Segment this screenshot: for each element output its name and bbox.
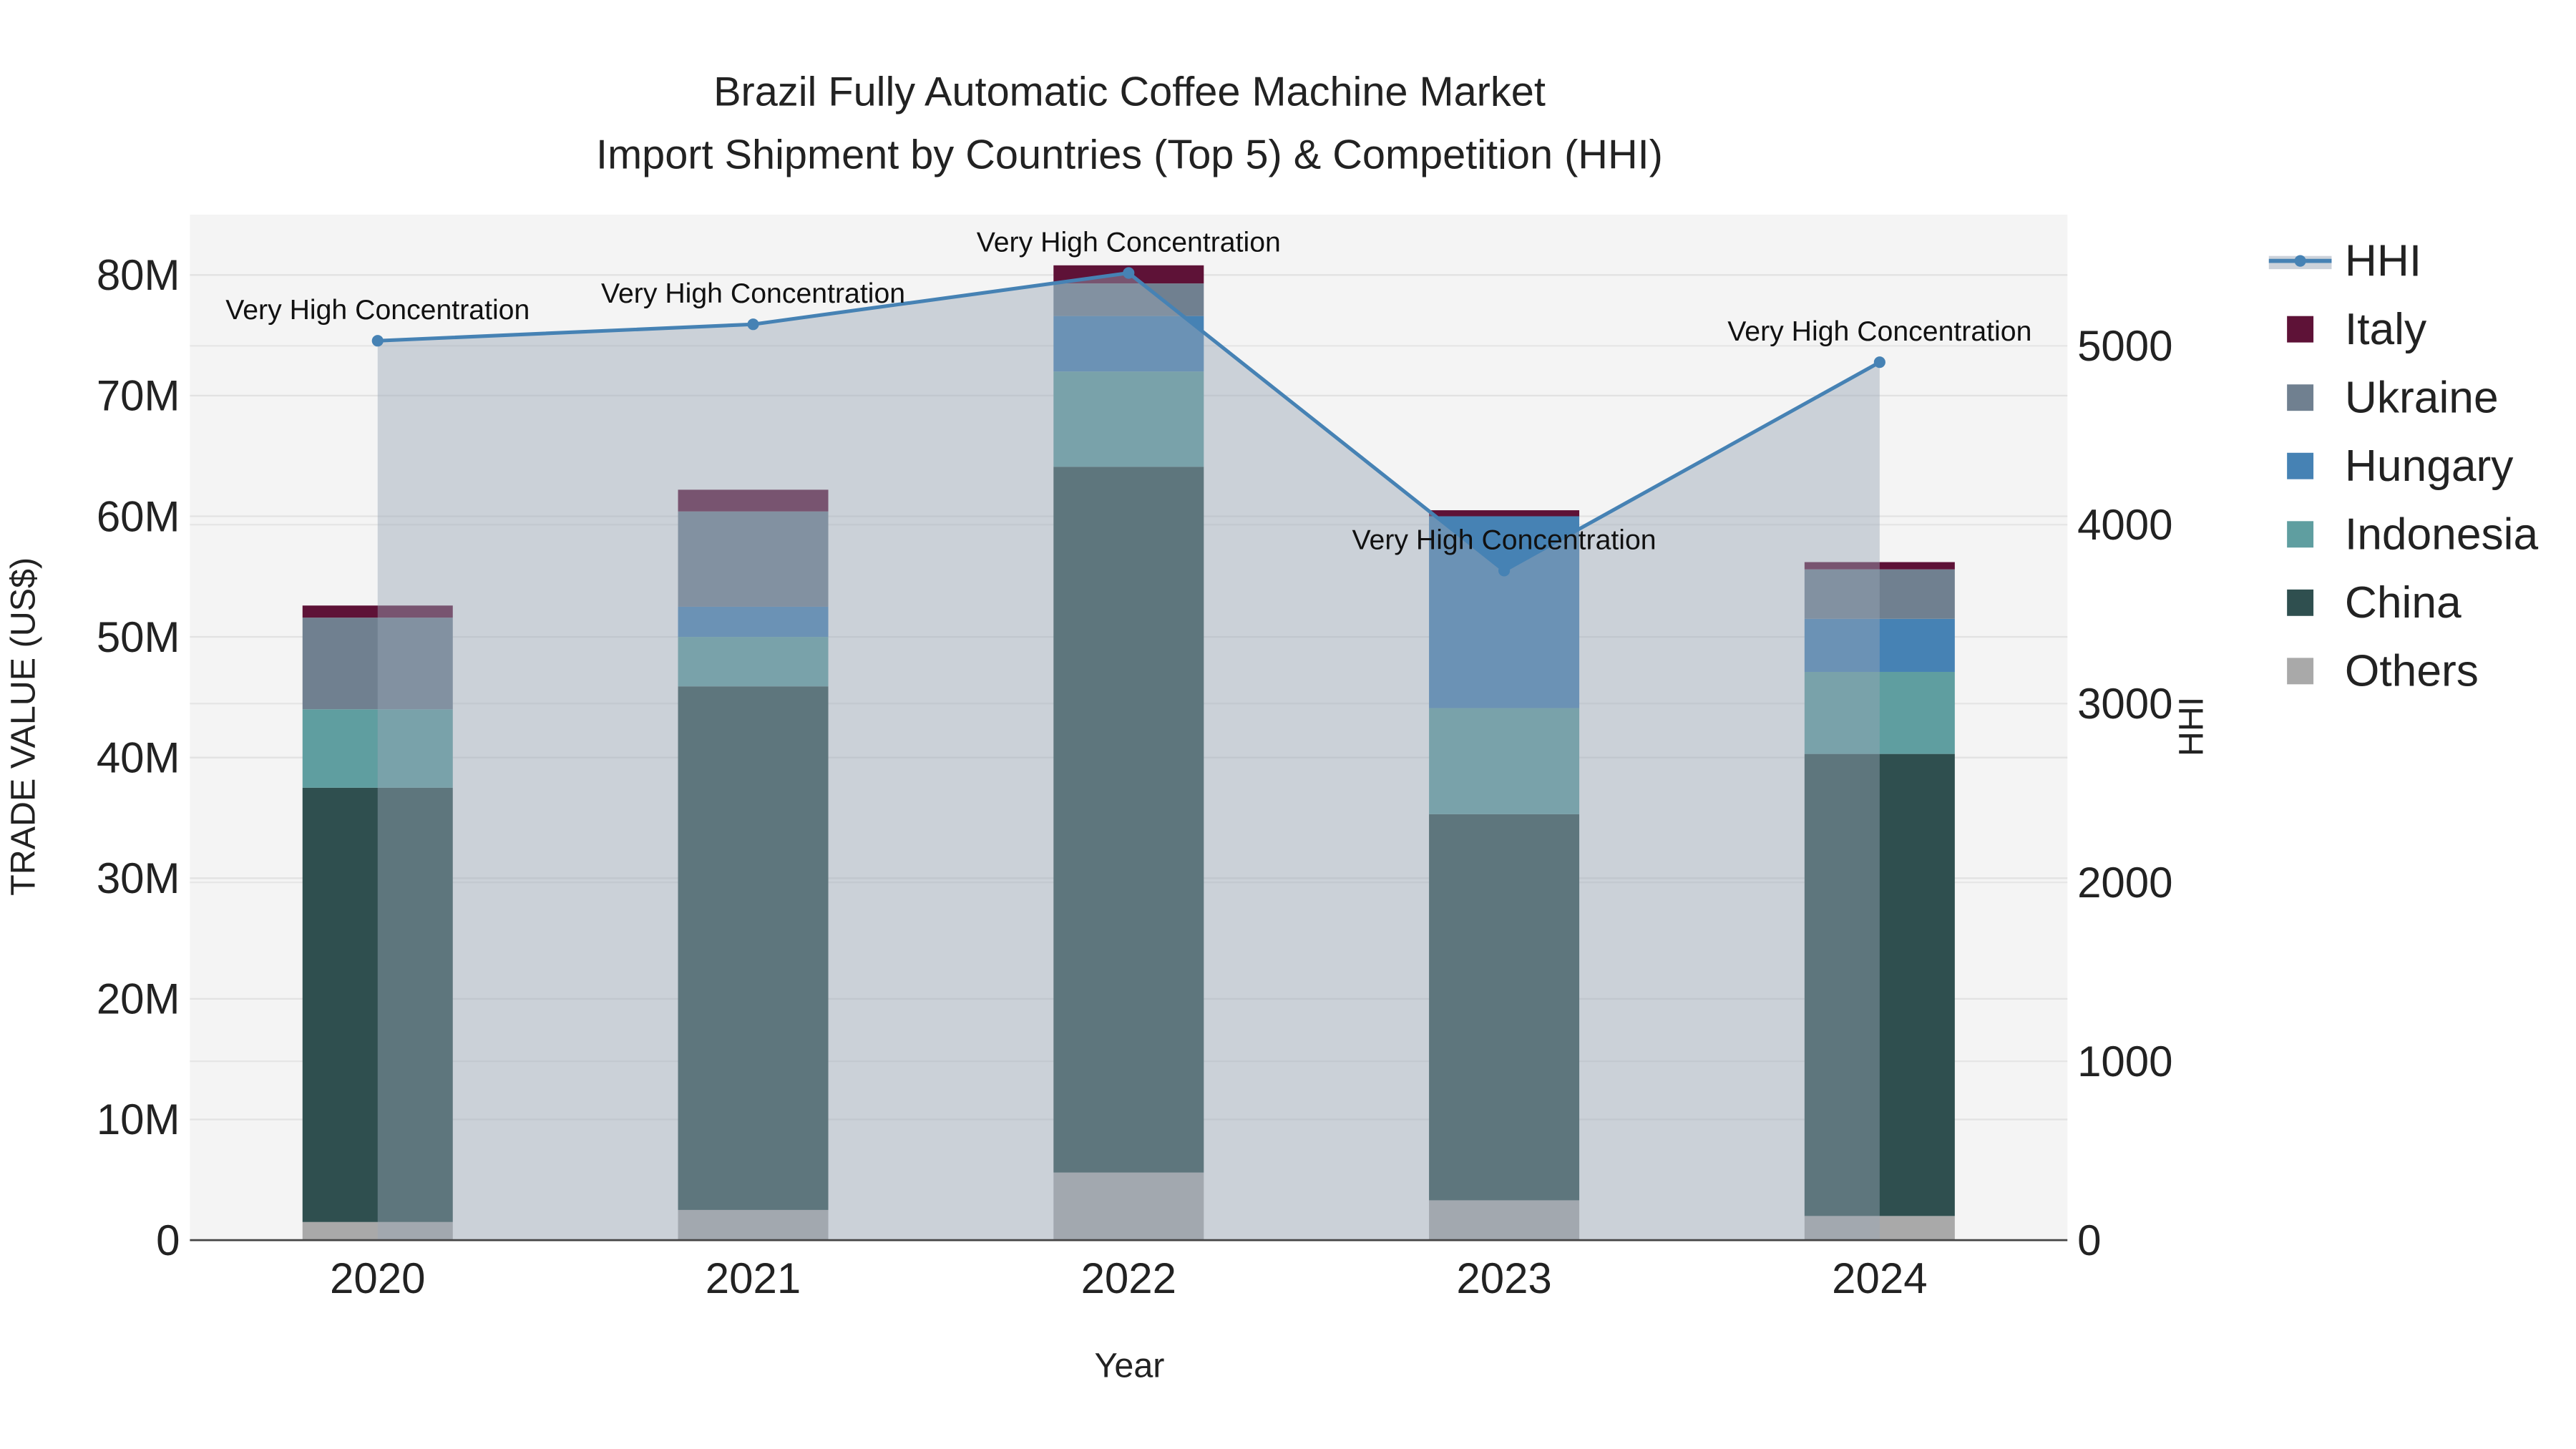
y-tick-label: 70M <box>97 372 180 420</box>
hhi-annotation: Very High Concentration <box>977 226 1281 258</box>
legend-swatch <box>2287 452 2314 479</box>
bar-ukraine-2020 <box>302 618 453 710</box>
y-tick-label: 40M <box>97 733 180 781</box>
bar-others-2020 <box>302 1221 453 1241</box>
legend-swatch <box>2287 589 2314 616</box>
y-tick-label: 50M <box>97 613 180 661</box>
legend-item-hungary: Hungary <box>2287 441 2514 491</box>
legend-swatch <box>2287 658 2314 685</box>
hhi-annotation: Very High Concentration <box>1352 524 1657 555</box>
x-axis-title: Year <box>1095 1347 1165 1385</box>
legend-item-hhi: HHI <box>2268 236 2421 286</box>
y-axis-title: TRADE VALUE (US$) <box>4 557 42 896</box>
bar-ukraine-2024 <box>1804 569 1955 619</box>
hhi-point-2024 <box>1873 356 1885 369</box>
x-tick-label: 2024 <box>1832 1254 1927 1302</box>
legend-swatch <box>2287 521 2314 548</box>
legend-label: Ukraine <box>2345 373 2499 422</box>
y2-tick-label: 4000 <box>2077 501 2172 549</box>
legend-swatch <box>2287 316 2314 343</box>
y-tick-label: 0 <box>156 1216 180 1264</box>
hhi-annotation: Very High Concentration <box>601 278 905 309</box>
bar-italy-2020 <box>302 605 453 618</box>
y-tick-label: 10M <box>97 1096 180 1143</box>
bar-indonesia-2022 <box>1053 371 1204 467</box>
bar-italy-2021 <box>678 489 829 512</box>
bar-others-2021 <box>678 1209 829 1241</box>
y2-tick-label: 0 <box>2077 1216 2101 1264</box>
bar-china-2022 <box>1053 467 1204 1173</box>
bar-indonesia-2024 <box>1804 671 1955 754</box>
legend-item-indonesia: Indonesia <box>2287 510 2538 560</box>
legend-label: Indonesia <box>2345 510 2539 560</box>
legend-label: China <box>2345 578 2462 628</box>
hhi-series: Very High Concentration Very High Concent… <box>225 226 2031 1241</box>
y2-tick-label: 2000 <box>2077 859 2172 907</box>
y-tick-label: 80M <box>97 251 180 299</box>
bar-hungary-2023 <box>1429 516 1580 708</box>
hhi-point-2023 <box>1498 565 1511 577</box>
bar-italy-2024 <box>1804 562 1955 570</box>
bar-china-2023 <box>1429 814 1580 1201</box>
legend-item-italy: Italy <box>2287 305 2427 354</box>
bar-hungary-2024 <box>1804 618 1955 672</box>
bar-china-2021 <box>678 686 829 1210</box>
bar-hungary-2021 <box>678 606 829 638</box>
bar-china-2024 <box>1804 753 1955 1216</box>
hhi-point-2021 <box>747 318 759 331</box>
legend-item-others: Others <box>2287 647 2479 696</box>
legend-item-china: China <box>2287 578 2462 628</box>
legend: HHI Italy Ukraine Hungary Indonesia China Othe… <box>2268 236 2538 696</box>
y2-axis-title: HHI <box>2172 697 2210 756</box>
bar-others-2022 <box>1053 1172 1204 1241</box>
x-tick-label: 2022 <box>1081 1254 1176 1302</box>
x-tick-label: 2020 <box>330 1254 425 1302</box>
bar-ukraine-2021 <box>678 511 829 607</box>
hhi-point-2022 <box>1123 267 1135 279</box>
y2-tick-label: 5000 <box>2077 322 2172 370</box>
bar-indonesia-2021 <box>678 637 829 687</box>
bar-hungary-2022 <box>1053 316 1204 372</box>
legend-label: Italy <box>2345 305 2427 354</box>
bar-indonesia-2023 <box>1429 708 1580 814</box>
x-tick-label: 2021 <box>706 1254 801 1302</box>
chart-title-line1: Brazil Fully Automatic Coffee Machine Ma… <box>713 69 1546 115</box>
chart-title-line2: Import Shipment by Countries (Top 5) & C… <box>596 132 1663 177</box>
hhi-area <box>377 273 1880 1241</box>
legend-swatch <box>2287 384 2314 411</box>
y-tick-label: 20M <box>97 975 180 1023</box>
bar-italy-2023 <box>1429 510 1580 517</box>
legend-item-ukraine: Ukraine <box>2287 373 2499 422</box>
y-tick-label: 30M <box>97 854 180 902</box>
x-tick-label: 2023 <box>1456 1254 1551 1302</box>
legend-label: Hungary <box>2345 441 2514 491</box>
hhi-annotation: Very High Concentration <box>225 294 530 326</box>
y2-tick-label: 3000 <box>2077 680 2172 728</box>
y-tick-label: 60M <box>97 492 180 540</box>
legend-label: HHI <box>2345 236 2421 286</box>
bar-china-2020 <box>302 787 453 1222</box>
hhi-point-2020 <box>371 335 384 347</box>
bars <box>302 265 1955 1241</box>
bar-others-2023 <box>1429 1200 1580 1241</box>
bar-others-2024 <box>1804 1216 1955 1241</box>
hhi-annotation: Very High Concentration <box>1727 316 2031 347</box>
legend-marker <box>2294 255 2306 267</box>
y2-tick-label: 1000 <box>2077 1038 2172 1085</box>
bar-indonesia-2020 <box>302 709 453 788</box>
axes: 0 10M 20M 30M 40M 50M 60M 70M 80M 0 1000 2000 3000 40… <box>97 251 2173 1302</box>
legend-label: Others <box>2345 647 2479 696</box>
